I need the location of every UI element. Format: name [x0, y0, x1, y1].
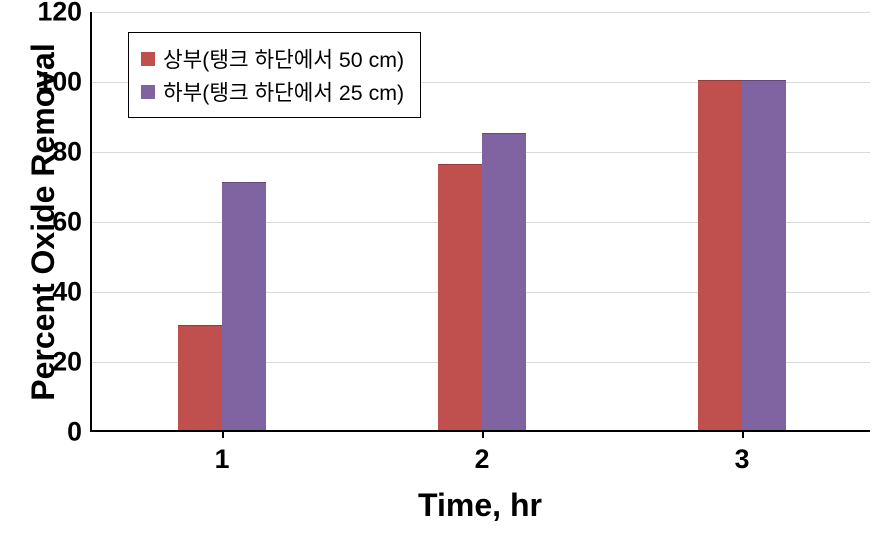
x-tick-label: 1	[215, 444, 230, 475]
y-axis-title: Percent Oxide Removal	[25, 43, 62, 400]
x-tick-mark	[222, 430, 224, 438]
x-tick-label: 3	[735, 444, 750, 475]
bar-upper	[178, 325, 222, 430]
x-tick-mark	[482, 430, 484, 438]
x-tick-label: 2	[475, 444, 490, 475]
bar-upper	[438, 164, 482, 430]
legend: 상부(탱크 하단에서 50 cm)하부(탱크 하단에서 25 cm)	[128, 32, 421, 118]
bar-lower	[222, 182, 266, 431]
legend-label: 하부(탱크 하단에서 25 cm)	[163, 76, 404, 107]
bar-lower	[742, 80, 786, 430]
x-axis-title: Time, hr	[418, 487, 542, 524]
legend-swatch	[141, 85, 155, 99]
oxide-removal-bar-chart: 020406080100120123 Percent Oxide Removal…	[0, 0, 890, 548]
y-tick-label: 0	[67, 417, 82, 448]
y-tick-label: 120	[38, 0, 82, 28]
legend-swatch	[141, 52, 155, 66]
bar-lower	[482, 133, 526, 431]
legend-label: 상부(탱크 하단에서 50 cm)	[163, 43, 404, 74]
gridline	[92, 12, 870, 13]
x-tick-mark	[742, 430, 744, 438]
legend-item-lower: 하부(탱크 하단에서 25 cm)	[141, 76, 404, 107]
bar-upper	[698, 80, 742, 430]
legend-item-upper: 상부(탱크 하단에서 50 cm)	[141, 43, 404, 74]
